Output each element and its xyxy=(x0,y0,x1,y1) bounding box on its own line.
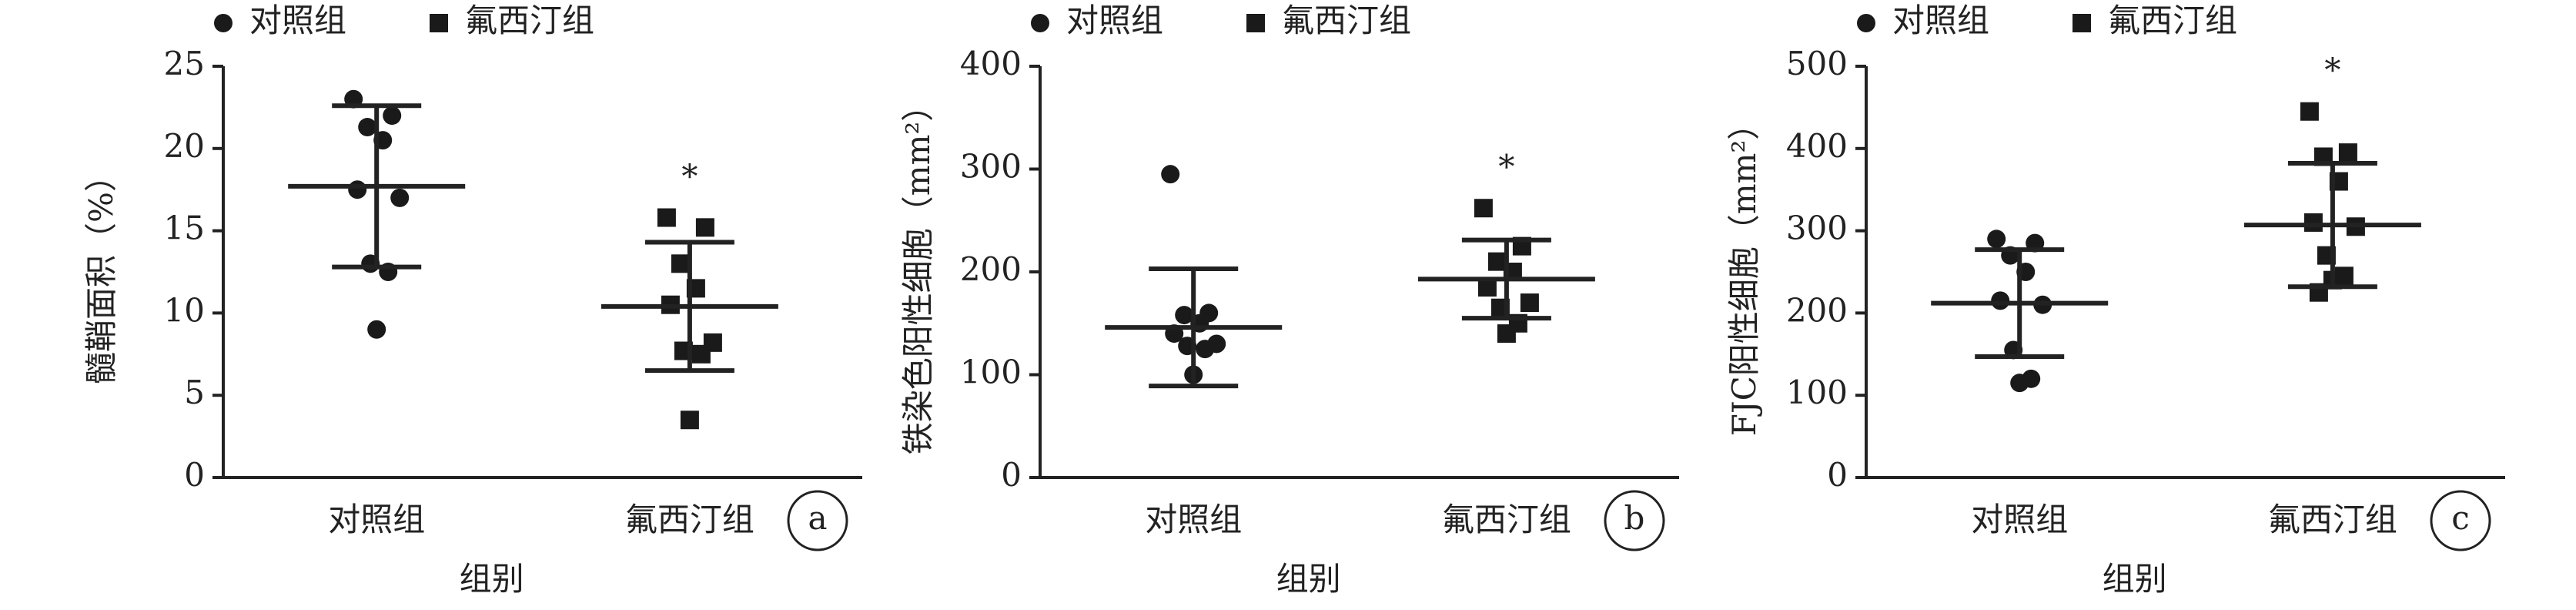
x-tick-label: 对照组 xyxy=(1971,501,2068,538)
y-tick-label: 0 xyxy=(1827,456,1848,494)
point xyxy=(680,411,699,430)
y-tick-label: 10 xyxy=(164,291,205,329)
legend-marker xyxy=(1246,14,1265,32)
x-tick-label: 氟西汀组 xyxy=(2268,501,2397,538)
legend-label: 对照组 xyxy=(1892,2,1989,39)
panel-label-circle xyxy=(2430,490,2491,551)
y-axis-title: FJC阳性细胞（mm²） xyxy=(1725,108,1763,437)
point xyxy=(2300,102,2319,121)
annotation: * xyxy=(1498,148,1514,186)
x-axis-title: 组别 xyxy=(1276,560,1341,598)
panel-label: b xyxy=(1624,499,1645,537)
y-tick-label: 200 xyxy=(1786,291,1848,329)
y-tick-label: 100 xyxy=(960,354,1022,391)
y-tick-label: 300 xyxy=(1786,209,1848,247)
x-tick-label: 对照组 xyxy=(1145,501,1242,538)
y-tick-label: 0 xyxy=(1001,456,1022,494)
y-tick-label: 15 xyxy=(164,209,205,247)
panel-label-circle xyxy=(787,490,848,551)
point xyxy=(2303,213,2323,232)
y-tick-label: 25 xyxy=(164,45,205,82)
legend-marker xyxy=(1857,14,1875,32)
x-tick-label: 氟西汀组 xyxy=(1442,501,1571,538)
y-tick-label: 5 xyxy=(184,374,205,411)
y-axis-title: 髓鞘面积（%） xyxy=(82,159,120,384)
panel-label-circle xyxy=(1604,490,1665,551)
y-tick-label: 400 xyxy=(1786,127,1848,165)
point xyxy=(671,254,690,273)
y-tick-label: 20 xyxy=(164,127,205,165)
y-tick-label: 0 xyxy=(184,456,205,494)
point xyxy=(1991,291,2010,310)
point xyxy=(1474,199,1493,218)
point xyxy=(695,218,714,237)
point xyxy=(348,180,367,199)
point xyxy=(1196,340,1215,359)
legend-label: 氟西汀组 xyxy=(1282,2,1411,39)
point xyxy=(2010,374,2029,393)
point xyxy=(1497,324,1516,344)
point xyxy=(1987,230,2006,249)
y-axis-title: 铁染色阳性细胞（mm²） xyxy=(899,89,937,455)
panel-label: c xyxy=(2451,499,2470,537)
annotation: * xyxy=(2324,52,2340,89)
point xyxy=(390,188,410,207)
point xyxy=(383,106,402,126)
y-tick-label: 100 xyxy=(1786,374,1848,411)
point xyxy=(691,344,711,364)
y-tick-label: 500 xyxy=(1786,45,1848,82)
annotation: * xyxy=(681,158,698,196)
legend-marker xyxy=(430,14,448,32)
x-tick-label: 对照组 xyxy=(328,501,425,538)
legend-label: 对照组 xyxy=(1066,2,1163,39)
point xyxy=(367,320,386,339)
point xyxy=(358,118,377,137)
legend-label: 氟西汀组 xyxy=(2108,2,2237,39)
y-tick-label: 300 xyxy=(960,148,1022,186)
panel-label: a xyxy=(808,499,827,537)
legend-label: 对照组 xyxy=(249,2,346,39)
legend-marker xyxy=(1031,14,1049,32)
point xyxy=(1175,306,1194,325)
legend-marker xyxy=(214,14,233,32)
x-tick-label: 氟西汀组 xyxy=(625,501,754,538)
point xyxy=(1161,165,1180,184)
legend-label: 氟西汀组 xyxy=(465,2,594,39)
x-axis-title: 组别 xyxy=(2103,560,2167,598)
point xyxy=(2338,143,2357,163)
y-tick-label: 200 xyxy=(960,250,1022,288)
legend-marker xyxy=(2073,14,2091,32)
point xyxy=(1520,293,1539,313)
y-tick-label: 400 xyxy=(960,45,1022,82)
point xyxy=(657,208,676,227)
x-axis-title: 组别 xyxy=(460,560,524,598)
